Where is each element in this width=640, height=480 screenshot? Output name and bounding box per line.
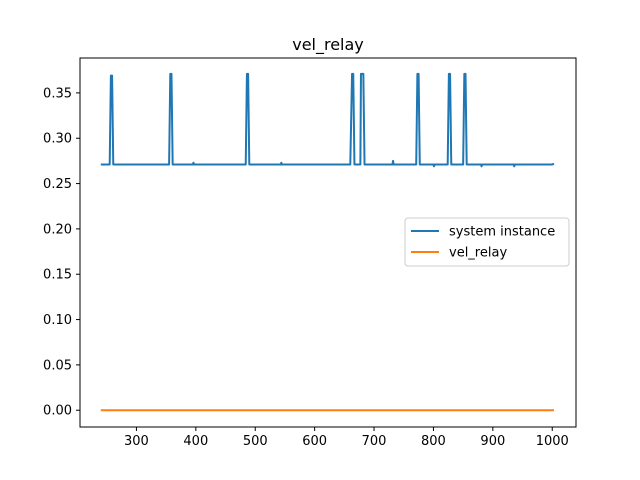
x-tick-label: 800 [421, 434, 446, 449]
series-layer [100, 72, 555, 412]
x-tick-label: 400 [183, 434, 208, 449]
x-tick-label: 1000 [536, 434, 569, 449]
x-tick-label: 700 [362, 434, 387, 449]
plot-frame [79, 57, 577, 428]
y-tick-label: 0.05 [43, 358, 72, 373]
series-line-1 [100, 72, 555, 168]
legend-label-2: vel_relay [449, 246, 507, 261]
y-tick-label: 0.35 [43, 86, 72, 101]
y-tick-label: 0.30 [43, 132, 72, 147]
y-tick-label: 0.25 [43, 177, 72, 192]
y-tick-label: 0.10 [43, 313, 72, 328]
legend-box [404, 217, 570, 267]
y-tick-label: 0.00 [43, 404, 72, 419]
legend-label-1: system instance [449, 225, 555, 240]
legend: system instance vel_relay [404, 217, 570, 267]
x-tick-label: 900 [480, 434, 505, 449]
y-tick-label: 0.20 [43, 222, 72, 237]
y-tick-label: 0.15 [43, 268, 72, 283]
chart-title: vel_relay [292, 35, 364, 55]
axis-layer: 300 400 500 600 700 800 900 1000 0.00 0.05 0.10 0.1… [43, 57, 577, 449]
x-tick-label: 500 [243, 434, 268, 449]
x-tick-label: 600 [302, 434, 327, 449]
x-tick-label: 300 [124, 434, 149, 449]
